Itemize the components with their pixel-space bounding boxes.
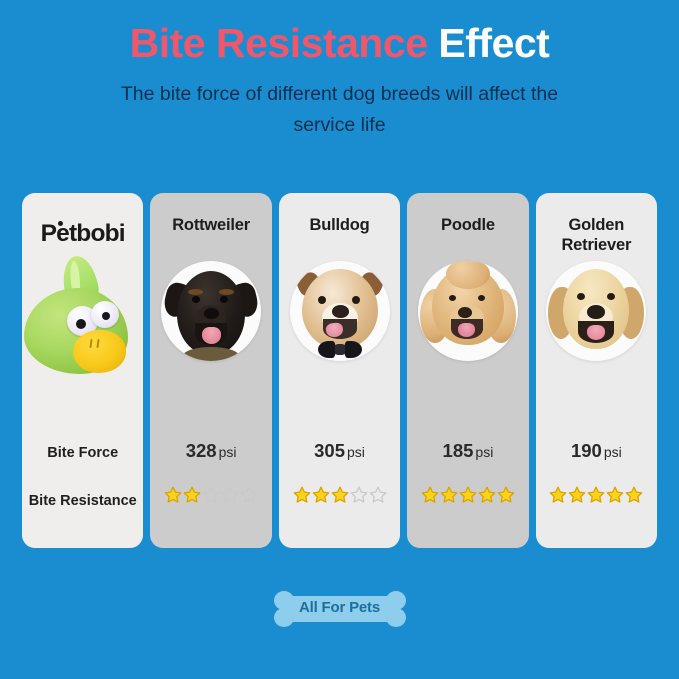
- star-filled-icon: [331, 486, 348, 503]
- page-title-highlight: Bite Resistance: [129, 20, 428, 66]
- breed-photo-rottweiler: [161, 261, 262, 361]
- dog-chest: [183, 347, 240, 361]
- dog-brow-left: [188, 289, 204, 295]
- page-title-accent: Effect: [438, 20, 550, 66]
- bite-force-unit: psi: [218, 444, 237, 460]
- breed-card-golden-retriever: Golden Retriever 190 psi: [535, 193, 658, 548]
- bone-bar: [285, 596, 394, 622]
- dog-eye-left: [577, 293, 586, 300]
- breed-name-bulldog: Bulldog: [309, 216, 370, 234]
- page-subtitle: The bite force of different dog breeds w…: [120, 83, 559, 137]
- bite-force-value: 190: [570, 440, 602, 461]
- bite-force-poodle: 185 psi: [407, 440, 528, 462]
- bite-force-unit: psi: [347, 444, 365, 460]
- comparison-strip: Petbobi Bite Force Bite Resistance Rottw…: [22, 193, 658, 548]
- bowtie-knot: [334, 344, 345, 355]
- footer: All For Pets: [0, 588, 679, 635]
- star-filled-icon: [606, 486, 624, 503]
- toy-beak-shape: [72, 330, 126, 373]
- breed-photo-poodle: [417, 261, 518, 361]
- logo-dot-icon: [57, 221, 63, 226]
- all-for-pets-bone-badge: All For Pets: [272, 588, 408, 630]
- star-filled-icon: [421, 486, 439, 503]
- bite-force-value: 305: [314, 440, 345, 461]
- dog-nose: [331, 305, 349, 318]
- dog-tongue: [587, 325, 606, 340]
- row-label-bite-force: Bite Force: [47, 445, 119, 461]
- dog-eye-right: [220, 296, 229, 303]
- bite-force-unit: psi: [603, 444, 622, 460]
- star-empty-icon: [240, 486, 258, 503]
- bite-force-golden-retriever: 190 psi: [536, 440, 657, 462]
- dog-brow-right: [219, 289, 235, 295]
- breed-card-poodle: Poodle 185 psi: [407, 193, 529, 548]
- bite-resistance-rating-golden-retriever: [536, 486, 657, 503]
- row-label-bite-resistance: Bite Resistance: [28, 493, 137, 509]
- breed-name-poodle: Poodle: [441, 216, 495, 234]
- star-filled-icon: [625, 486, 643, 503]
- star-empty-icon: [369, 486, 386, 503]
- bite-resistance-rating-bulldog: [279, 486, 400, 503]
- dog-eye-left: [192, 296, 201, 303]
- dog-eye-right: [477, 295, 485, 301]
- star-empty-icon: [221, 486, 239, 503]
- bowtie-right-wing: [343, 341, 362, 358]
- star-filled-icon: [293, 486, 310, 503]
- dog-tongue: [202, 327, 222, 344]
- star-filled-icon: [440, 486, 458, 503]
- star-filled-icon: [549, 486, 567, 503]
- dog-eye-left: [448, 295, 456, 301]
- bone-badge-label: All For Pets: [299, 599, 380, 616]
- bowtie-accessory: [317, 341, 362, 358]
- header: Bite Resistance Effect The bite force of…: [0, 0, 679, 141]
- bite-force-value: 185: [442, 440, 474, 461]
- star-empty-icon: [202, 486, 220, 503]
- breed-photo-bulldog: [289, 261, 390, 361]
- star-filled-icon: [587, 486, 605, 503]
- bowtie-left-wing: [317, 341, 336, 358]
- dog-eye-right: [607, 293, 616, 300]
- brand-logo-text: Petbobi: [40, 220, 126, 247]
- page-title: Bite Resistance Effect: [0, 20, 679, 66]
- dog-nose: [587, 305, 606, 319]
- toy-pupil-right: [101, 312, 110, 320]
- breed-photo-golden-retriever: [546, 261, 647, 361]
- toy-pupil-left: [75, 319, 86, 329]
- breed-card-bulldog: Bulldog 305 psi: [278, 193, 401, 548]
- dog-eye-right: [351, 296, 360, 304]
- product-image-plush-bird: [22, 253, 143, 394]
- dog-nose: [204, 308, 220, 319]
- bite-force-value: 328: [185, 440, 217, 461]
- dog-nose: [457, 307, 472, 318]
- poodle-topknot-puff: [445, 261, 490, 289]
- star-filled-icon: [568, 486, 586, 503]
- star-filled-icon: [497, 486, 515, 503]
- breed-card-rottweiler: Rottweiler 328 psi: [150, 193, 272, 548]
- bite-force-rottweiler: 328 psi: [150, 440, 271, 462]
- bite-resistance-rating-poodle: [407, 486, 528, 503]
- star-filled-icon: [459, 486, 477, 503]
- dog-tongue: [457, 323, 475, 337]
- bite-force-bulldog: 305 psi: [279, 440, 400, 462]
- brand-card: Petbobi Bite Force Bite Resistance: [22, 193, 144, 548]
- dog-eye-left: [317, 296, 326, 304]
- star-filled-icon: [478, 486, 496, 503]
- brand-logo: Petbobi: [40, 220, 126, 248]
- star-filled-icon: [164, 486, 182, 503]
- breed-name-golden-retriever: Golden Retriever: [561, 216, 632, 255]
- star-filled-icon: [183, 486, 201, 503]
- star-filled-icon: [312, 486, 329, 503]
- star-empty-icon: [350, 486, 367, 503]
- bite-force-unit: psi: [475, 444, 494, 460]
- bite-resistance-rating-rottweiler: [150, 486, 271, 503]
- breed-name-rottweiler: Rottweiler: [172, 216, 250, 234]
